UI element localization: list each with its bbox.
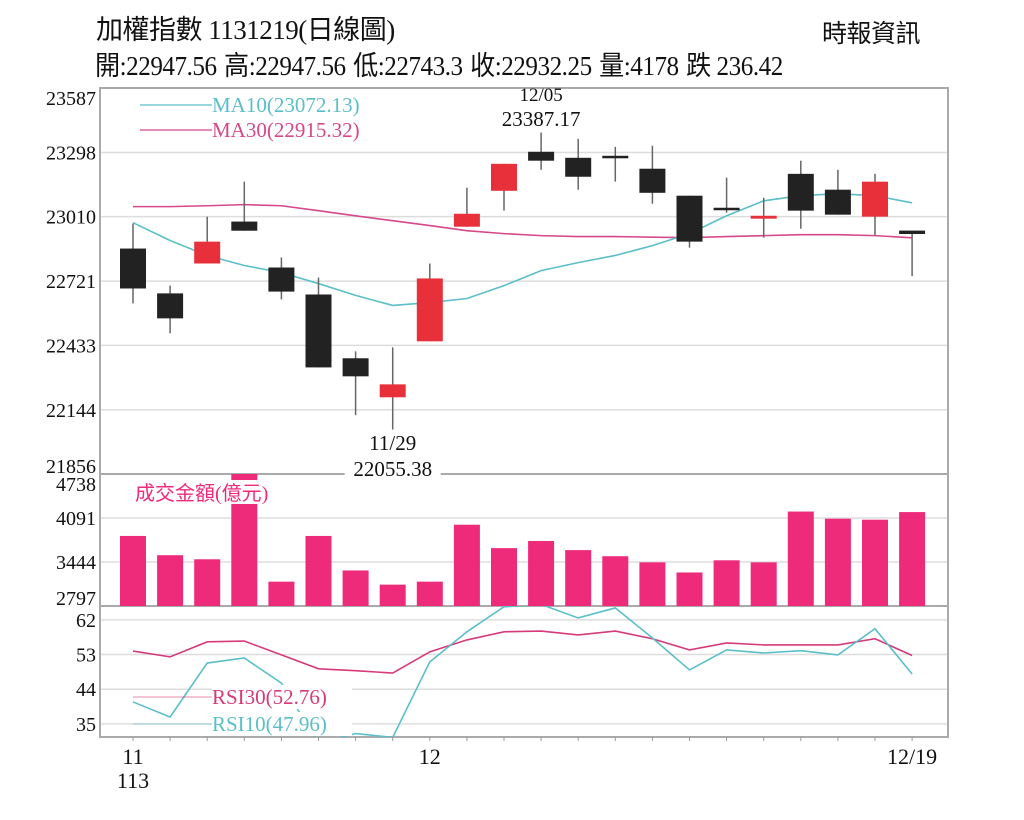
volume-bar xyxy=(453,524,480,606)
candle-up xyxy=(750,215,777,219)
volume-bar xyxy=(639,562,666,606)
rsi10-legend-label: RSI10(47.96) xyxy=(212,712,327,736)
rsi30-legend-bg xyxy=(212,685,352,709)
candle-down xyxy=(713,207,740,211)
rsi10-legend-bg xyxy=(212,712,352,736)
chart-title: 加權指數 1131219(日線圖) xyxy=(96,15,395,45)
rsi-tick-label: 44 xyxy=(76,679,96,701)
volume-bar xyxy=(528,540,555,606)
volume-label: 成交金額(億元) xyxy=(135,482,268,505)
volume-label-bg xyxy=(132,480,312,504)
candle-down xyxy=(899,230,926,235)
volume-bar xyxy=(862,519,888,606)
volume-bar xyxy=(268,581,295,606)
candle-down xyxy=(639,168,666,193)
volume-value: 量:4178 xyxy=(599,51,679,81)
candle-up xyxy=(379,384,406,398)
candle-down xyxy=(268,267,295,292)
volume-bar xyxy=(899,512,926,606)
rsi-tick-label: 62 xyxy=(76,610,96,632)
price-tick-label: 23010 xyxy=(46,207,96,229)
source-label: 時報資訊 xyxy=(822,21,921,48)
candle-down xyxy=(824,189,851,215)
price-tick-label: 22433 xyxy=(46,335,96,357)
candle-down xyxy=(602,155,629,159)
volume-bar xyxy=(194,559,221,606)
ma30-legend-label: MA30(22915.32) xyxy=(212,118,360,142)
annotation-date: 11/29 xyxy=(369,431,416,455)
volume-bar xyxy=(824,518,851,606)
candle-down xyxy=(565,157,592,177)
ma30-line xyxy=(133,203,913,239)
candle-up xyxy=(194,241,221,264)
volume-bar xyxy=(120,535,146,606)
candle-down xyxy=(120,248,146,289)
price-tick-label: 23298 xyxy=(46,142,96,164)
candle-down xyxy=(305,294,332,368)
candle-down xyxy=(787,173,814,211)
ma10-legend-label: MA10(23072.13) xyxy=(212,93,360,117)
price-tick-label: 21856 xyxy=(46,456,96,478)
volume-bar xyxy=(676,572,703,606)
price-tick-label: 23587 xyxy=(46,88,96,110)
candle-down xyxy=(676,195,703,242)
candle-down xyxy=(342,358,369,377)
volume-bar xyxy=(342,570,369,606)
volume-bar xyxy=(713,560,740,606)
change-value: 跌 236.42 xyxy=(686,51,783,81)
volume-bar xyxy=(305,535,332,606)
x-tick-label: 12 xyxy=(419,744,441,769)
volume-bar xyxy=(416,581,443,606)
volume-tick-label: 4738 xyxy=(56,474,96,496)
x-tick-sublabel: 113 xyxy=(117,768,149,793)
volume-tick-label: 2797 xyxy=(56,588,96,610)
annotation-date: 12/05 xyxy=(519,85,562,106)
ma10-line xyxy=(132,192,913,307)
quote-summary: 開:22947.56 高:22947.56 低:22743.3 收:22932.25 量… xyxy=(95,44,790,83)
volume-bar xyxy=(787,511,814,606)
annotation-value: 22055.38 xyxy=(353,457,432,481)
candle-down xyxy=(157,293,184,319)
candle-down xyxy=(231,221,258,231)
candle-down xyxy=(528,151,555,161)
candle-up xyxy=(491,163,517,191)
volume-bar xyxy=(750,562,777,606)
close-value: 收:22932.25 xyxy=(470,51,592,81)
price-tick-label: 22721 xyxy=(46,271,96,293)
price-tick-label: 22144 xyxy=(46,400,96,422)
volume-bar xyxy=(157,555,184,606)
plot-frame xyxy=(99,87,949,738)
open-value: 開:22947.56 xyxy=(95,51,217,81)
volume-tick-label: 4091 xyxy=(56,508,96,530)
rsi30-legend-label: RSI30(52.76) xyxy=(212,685,327,709)
annotation-bg xyxy=(344,458,441,480)
candle-up xyxy=(862,181,888,217)
x-tick-label: 12/19 xyxy=(887,744,937,769)
rsi-tick-label: 35 xyxy=(76,714,96,736)
x-tick-label: 11 xyxy=(122,744,143,769)
volume-bar xyxy=(379,584,406,606)
volume-bar xyxy=(602,556,629,606)
high-value: 高:22947.56 xyxy=(224,51,346,81)
volume-tick-label: 3444 xyxy=(56,552,96,574)
rsi-tick-label: 53 xyxy=(76,645,96,667)
volume-bar xyxy=(491,548,517,606)
rsi30-line xyxy=(132,630,913,674)
candle-up xyxy=(453,213,480,227)
rsi10-line xyxy=(132,606,913,737)
low-value: 低:22743.3 xyxy=(353,51,463,81)
candle-up xyxy=(416,278,443,342)
annotation-value: 23387.17 xyxy=(502,107,581,131)
volume-bar xyxy=(565,550,592,606)
